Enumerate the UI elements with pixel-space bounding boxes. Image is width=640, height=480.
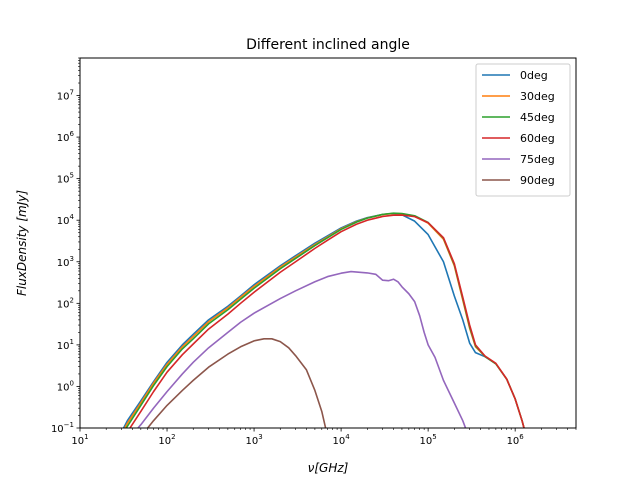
x-tick-label-exponent: 2 (171, 433, 175, 441)
x-tick-label-base: 10 (158, 436, 171, 447)
y-tick-label: 107 (57, 89, 74, 103)
y-tick-label: 102 (57, 296, 74, 310)
x-tick-label-exponent: 3 (258, 433, 262, 441)
y-tick-label-exponent: 6 (70, 130, 75, 138)
plot-frame (79, 57, 577, 429)
y-tick-label-base: 10 (57, 258, 70, 269)
y-tick-label: 103 (57, 255, 74, 269)
series-layer (122, 212, 525, 428)
y-tick-label: 101 (57, 338, 74, 352)
x-tick-label-base: 10 (332, 436, 345, 447)
x-tick-label-exponent: 4 (345, 433, 350, 441)
y-tick-label: 104 (57, 213, 75, 227)
y-tick-label-exponent: 5 (70, 172, 74, 180)
y-tick-label-exponent: 0 (70, 379, 74, 387)
y-tick-label-exponent: −1 (64, 421, 74, 429)
x-tick-label-exponent: 5 (432, 433, 436, 441)
legend-label-30deg: 30deg (520, 90, 555, 103)
x-tick-label-base: 10 (420, 436, 433, 447)
legend: 0deg 30deg 45deg 60deg 75deg 90deg (475, 63, 571, 197)
x-tick-label-exponent: 1 (84, 433, 88, 441)
y-tick-label: 106 (57, 130, 75, 144)
y-tick-label-base: 10 (57, 133, 70, 144)
y-axis-label: FluxDensity [mJy] (15, 190, 29, 296)
x-tick-label-base: 10 (245, 436, 258, 447)
x-tick-label-base: 10 (71, 436, 84, 447)
y-tick-label-exponent: 4 (70, 213, 75, 221)
chart-title: Different inclined angle (246, 37, 410, 53)
x-tick-label: 104 (332, 433, 350, 447)
x-tick-label: 105 (420, 433, 437, 447)
y-tick-label: 10−1 (51, 421, 74, 435)
y-tick-label-base: 10 (57, 175, 70, 186)
y-tick-label-base: 10 (57, 299, 70, 310)
y-tick-label-base: 10 (57, 341, 70, 352)
ticks-layer: 101 102 103 104 105 10610−1100101102103104105… (51, 57, 577, 447)
legend-label-0deg: 0deg (520, 69, 548, 82)
y-tick-label: 105 (57, 172, 74, 186)
y-tick-label-exponent: 7 (70, 89, 74, 97)
y-tick-label: 100 (57, 379, 74, 393)
y-tick-label-exponent: 1 (70, 338, 74, 346)
legend-label-60deg: 60deg (520, 132, 555, 145)
legend-label-75deg: 75deg (520, 153, 555, 166)
x-tick-label: 102 (158, 433, 175, 447)
x-tick-label: 101 (71, 433, 88, 447)
legend-frame (475, 63, 571, 197)
legend-label-45deg: 45deg (520, 111, 555, 124)
y-tick-label-base: 10 (57, 382, 70, 393)
x-tick-label: 103 (245, 433, 262, 447)
x-tick-label-base: 10 (507, 436, 520, 447)
y-tick-label-exponent: 2 (70, 296, 74, 304)
series-line-90deg (146, 338, 327, 428)
x-tick-label: 106 (507, 433, 525, 447)
y-tick-label-base: 10 (57, 92, 70, 103)
x-axis-label: ν[GHz] (308, 461, 349, 475)
series-line-75deg (136, 270, 467, 428)
y-tick-label-base: 10 (51, 424, 64, 435)
y-tick-label-exponent: 3 (70, 255, 74, 263)
x-tick-label-exponent: 6 (519, 433, 524, 441)
y-tick-label-base: 10 (57, 216, 70, 227)
legend-label-90deg: 90deg (520, 174, 555, 187)
series-line-60deg (129, 214, 525, 428)
